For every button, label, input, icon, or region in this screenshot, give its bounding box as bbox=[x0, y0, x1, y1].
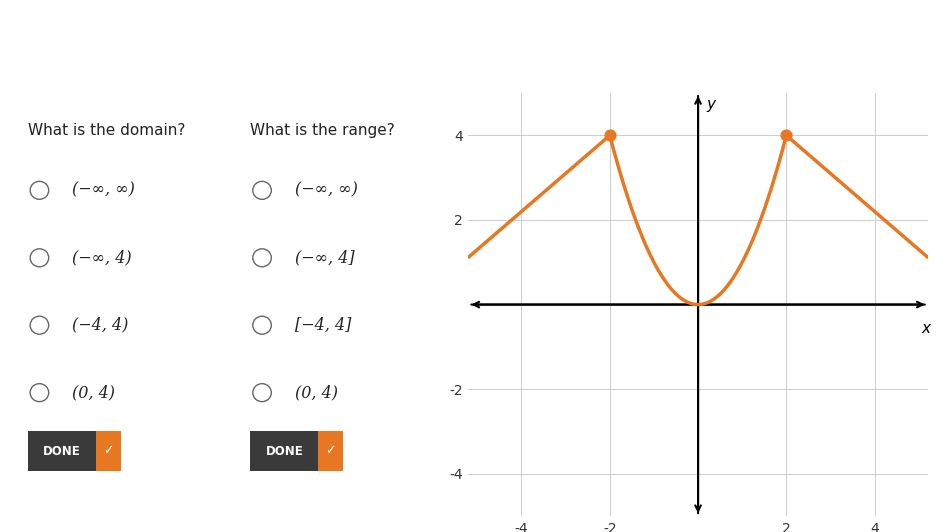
Text: What is the range?: What is the range? bbox=[250, 123, 395, 138]
Text: What is the domain?: What is the domain? bbox=[28, 123, 185, 138]
Text: (0, 4): (0, 4) bbox=[72, 384, 115, 401]
Text: (−4, 4): (−4, 4) bbox=[72, 317, 128, 334]
Point bbox=[778, 131, 793, 140]
Text: ✓: ✓ bbox=[325, 445, 336, 458]
FancyBboxPatch shape bbox=[250, 431, 343, 471]
FancyBboxPatch shape bbox=[95, 431, 121, 471]
FancyBboxPatch shape bbox=[318, 431, 343, 471]
Text: y: y bbox=[705, 97, 714, 112]
Text: ✓: ✓ bbox=[103, 445, 113, 458]
FancyBboxPatch shape bbox=[28, 431, 121, 471]
Text: (−∞, 4): (−∞, 4) bbox=[72, 250, 131, 267]
Text: (−∞, ∞): (−∞, ∞) bbox=[72, 182, 135, 199]
Text: [−4, 4]: [−4, 4] bbox=[294, 317, 350, 334]
Text: Identifying Domain and Range: Identifying Domain and Range bbox=[17, 28, 469, 54]
Text: DONE: DONE bbox=[43, 445, 80, 458]
Text: x: x bbox=[920, 321, 929, 336]
Text: DONE: DONE bbox=[265, 445, 303, 458]
Text: (−∞, ∞): (−∞, ∞) bbox=[294, 182, 357, 199]
Point bbox=[602, 131, 617, 140]
Text: (0, 4): (0, 4) bbox=[294, 384, 337, 401]
Text: (−∞, 4]: (−∞, 4] bbox=[294, 250, 354, 267]
